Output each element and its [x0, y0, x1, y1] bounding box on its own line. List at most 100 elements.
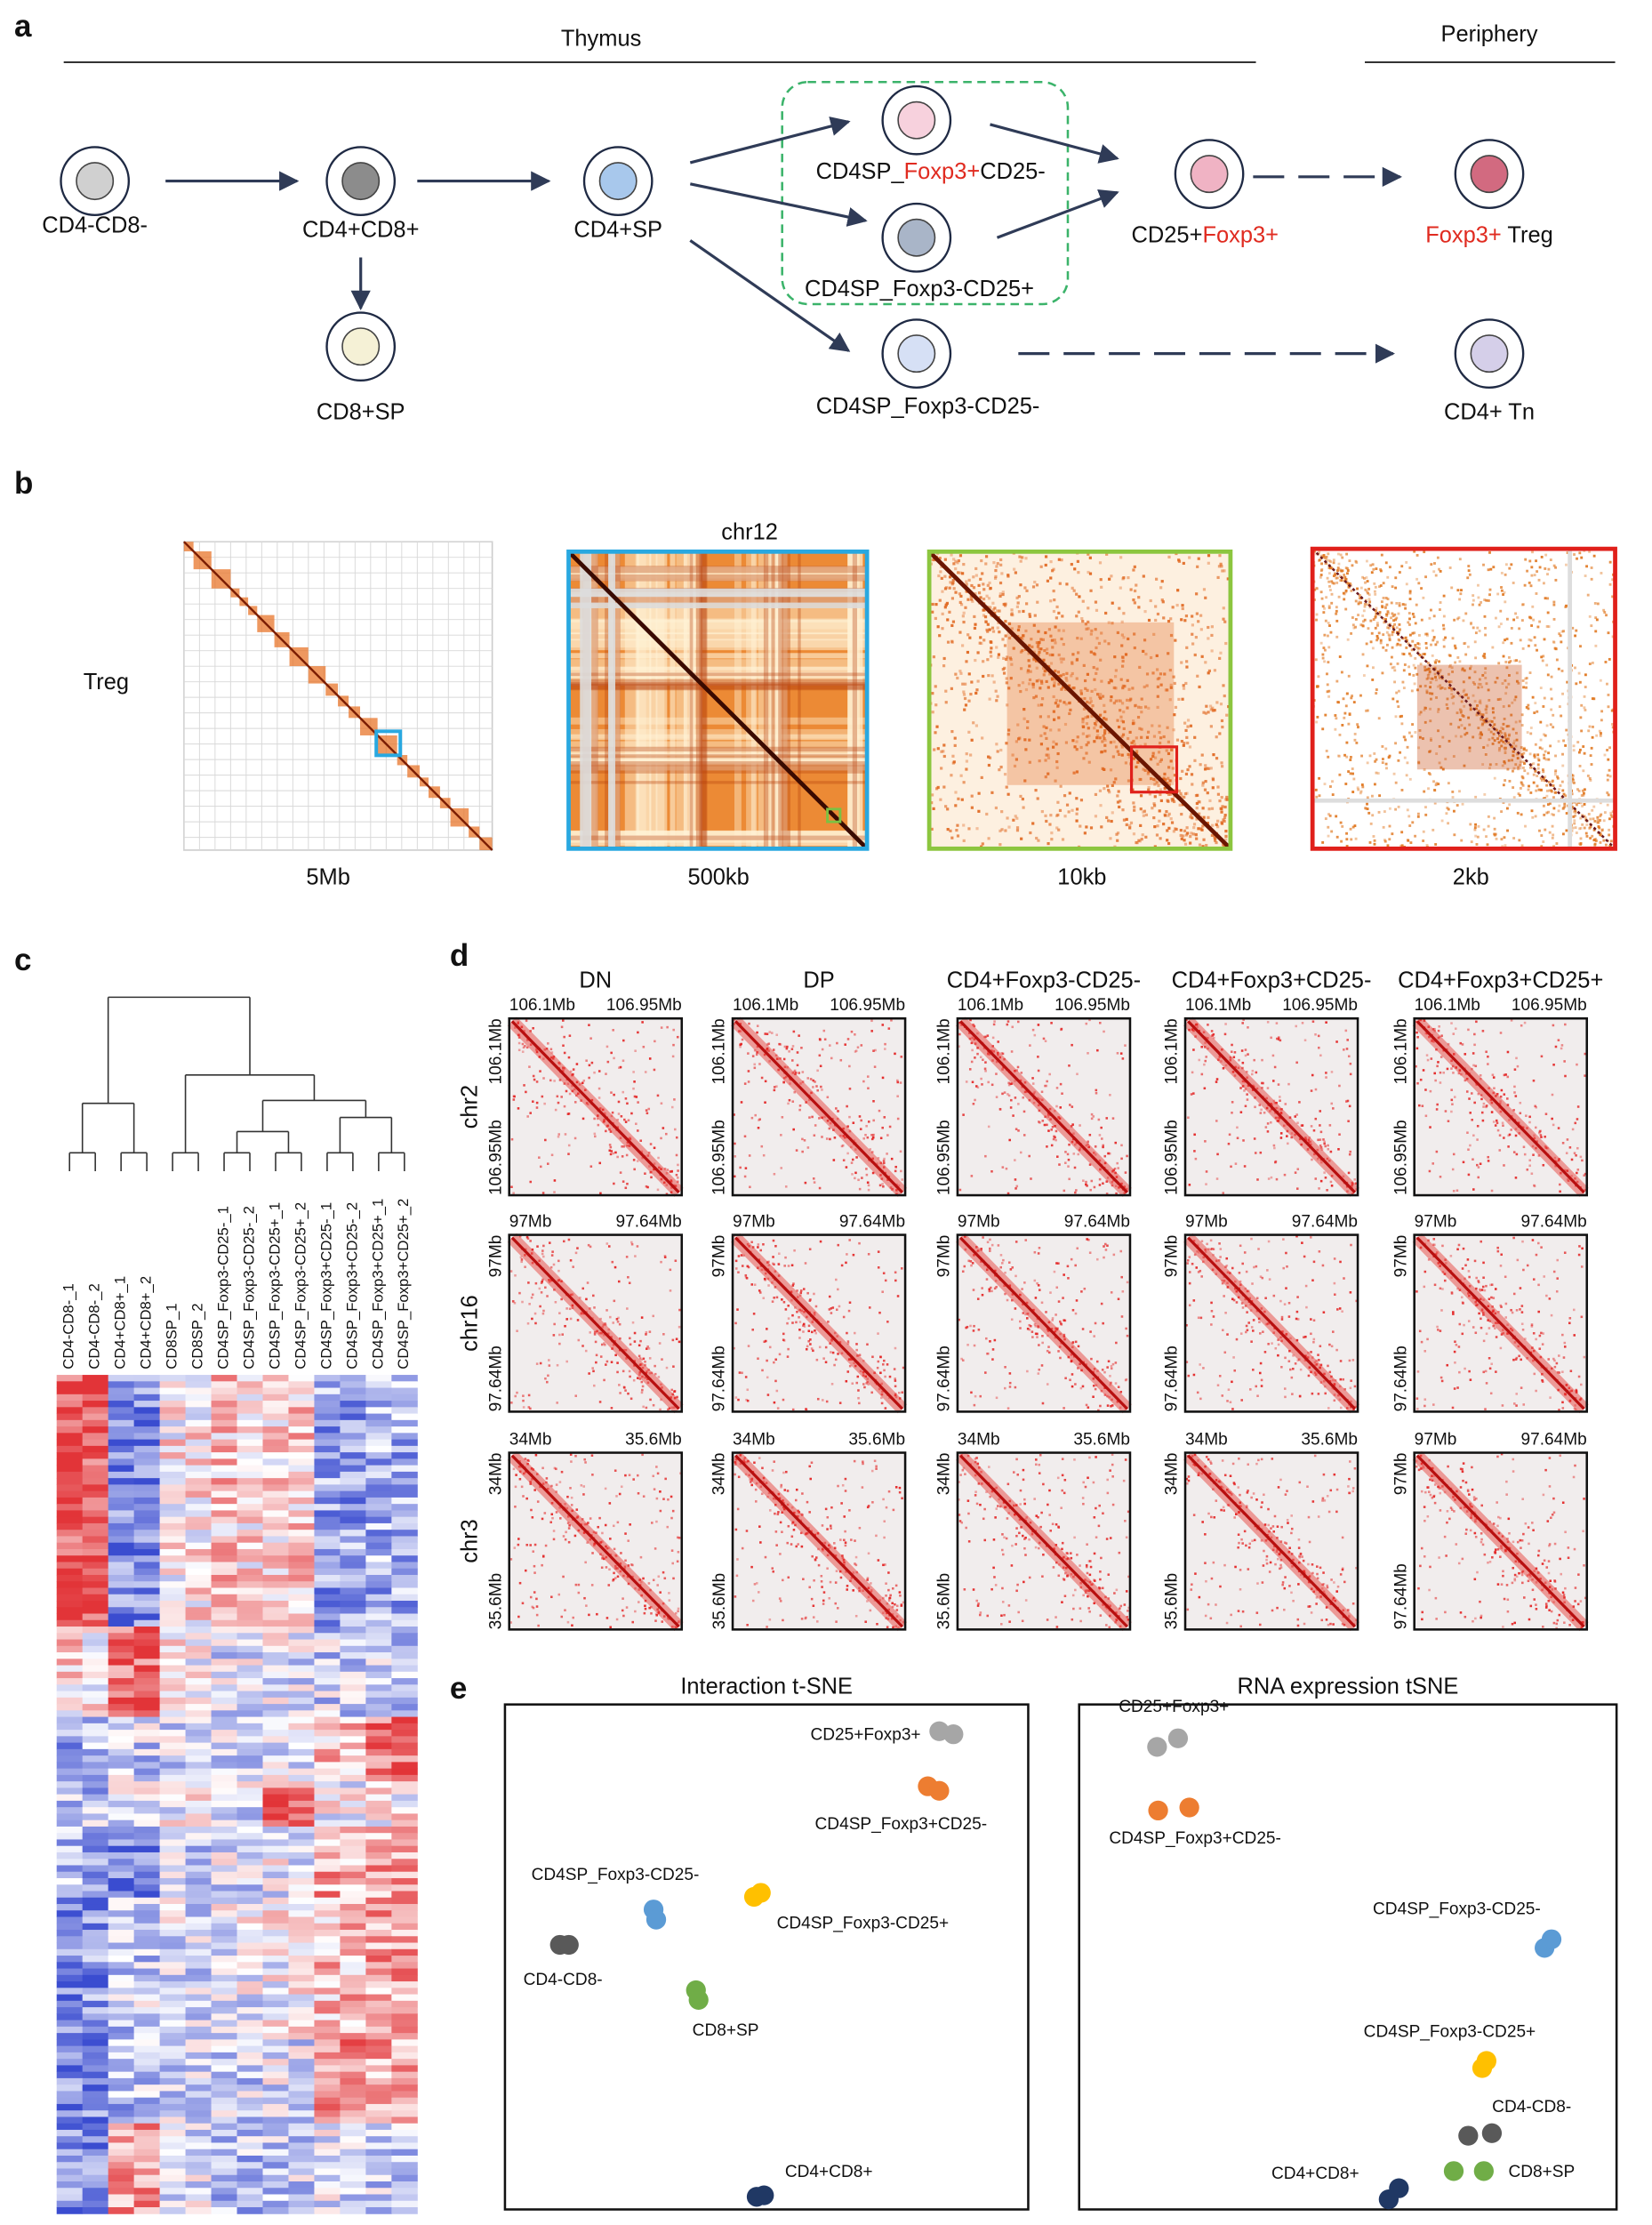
heatmap-cell	[314, 2162, 341, 2169]
contact-dot	[1102, 717, 1106, 720]
heatmap-cell	[185, 1988, 213, 1996]
heatmap-cell	[237, 1923, 263, 1931]
heatmap-cell	[314, 2188, 341, 2195]
heatmap-cell	[262, 1942, 289, 1950]
contact-dot	[1600, 732, 1602, 735]
heatmap-cell	[211, 1433, 237, 1441]
contact-dot	[1404, 606, 1407, 610]
heatmap-cell	[56, 1419, 84, 1427]
heatmap-cell	[391, 2026, 418, 2034]
contact-dot	[1128, 826, 1132, 830]
contact-dot	[939, 798, 942, 801]
contact-dot	[1506, 737, 1510, 741]
contact-dot	[1505, 666, 1509, 670]
contact-dot	[998, 768, 1001, 772]
heatmap-cell	[108, 2181, 135, 2189]
heatmap-cell	[365, 1375, 392, 1382]
contact-dot	[1091, 704, 1095, 708]
heatmap-cell	[133, 1497, 161, 1505]
contact-dot	[1560, 630, 1564, 633]
label-part: CD25+	[1132, 222, 1203, 247]
heatmap-cell	[340, 1974, 366, 1982]
contact-dot	[1313, 588, 1317, 591]
contact-dot	[1473, 640, 1477, 644]
contact-dot	[1057, 682, 1061, 686]
contact-dot	[1142, 574, 1145, 578]
heatmap-cell	[237, 1910, 263, 1917]
contact-dot	[1521, 776, 1525, 780]
heatmap-cell	[56, 2033, 84, 2040]
contact-dot	[1583, 751, 1586, 755]
contact-dot	[1525, 705, 1528, 709]
heatmap-cell	[108, 1736, 135, 1744]
heatmap-cell	[211, 2136, 237, 2143]
contact-dot	[1536, 710, 1539, 713]
heatmap-cell	[340, 1684, 366, 1692]
heatmap-cell	[314, 1748, 341, 1756]
contact-dot	[1359, 790, 1363, 793]
contact-dot	[1388, 754, 1391, 758]
heatmap-cell	[237, 2065, 263, 2073]
heatmap-cell	[262, 1639, 289, 1647]
contact-dot	[1075, 770, 1079, 774]
heatmap-cell	[237, 2136, 263, 2143]
heatmap-cell	[185, 1916, 213, 1924]
heatmap-cell	[340, 2045, 366, 2053]
contact-dot	[1423, 720, 1427, 724]
heatmap-cell	[288, 1956, 315, 1963]
heatmap-cell	[340, 2091, 366, 2099]
contact-dot	[1039, 679, 1044, 683]
heatmap-cell	[288, 1452, 315, 1459]
heatmap-cell	[108, 1684, 135, 1692]
contact-dot	[1181, 604, 1184, 607]
contact-dot	[996, 562, 999, 566]
contact-dot	[1222, 684, 1225, 687]
contact-dot	[961, 682, 965, 686]
heatmap-cell	[133, 1716, 161, 1724]
label-part: CD4SP_Foxp3-CD25+	[805, 277, 1034, 301]
contact-dot	[968, 636, 972, 639]
heatmap-cell	[159, 1923, 187, 1931]
contact-dot	[1397, 612, 1400, 615]
heatmap-cell	[262, 1891, 289, 1899]
contact-dot	[1508, 566, 1512, 570]
heatmap-cell	[108, 1607, 135, 1614]
heatmap-cell	[82, 1962, 109, 1970]
contact-dot	[1464, 653, 1468, 656]
contact-dot	[931, 692, 934, 695]
heatmap-cell	[262, 1555, 289, 1562]
heatmap-cell	[185, 1419, 213, 1427]
contact-dot	[1463, 642, 1466, 646]
heatmap-cell	[159, 1504, 187, 1511]
contact-dot	[1468, 676, 1472, 679]
contact-dot	[1028, 664, 1031, 668]
contact-dot	[1530, 624, 1534, 627]
contact-dot	[974, 724, 979, 727]
contact-dot	[1539, 687, 1543, 690]
heatmap-cell	[159, 2142, 187, 2150]
contact-dot	[1206, 791, 1209, 795]
heatmap-cell	[185, 1394, 213, 1402]
contact-dot	[1371, 647, 1375, 650]
contact-dot	[1024, 687, 1029, 692]
contact-dot	[1146, 772, 1150, 775]
contact-dot	[1005, 785, 1008, 789]
contact-dot	[1488, 719, 1492, 723]
contact-dot	[1472, 594, 1475, 598]
contact-dot	[1485, 704, 1488, 708]
heatmap-cell	[391, 1652, 418, 1659]
contact-dot	[1103, 639, 1107, 643]
heatmap-cell	[288, 2110, 315, 2117]
contact-dot	[1551, 824, 1554, 828]
heatmap-cell	[133, 2091, 161, 2099]
heatmap-cell	[391, 1407, 418, 1415]
heatmap-cell	[108, 1884, 135, 1892]
contact-dot	[1391, 585, 1394, 589]
heatmap-cell	[314, 2084, 341, 2092]
contact-dot	[1608, 817, 1611, 821]
heatmap-cell	[133, 2207, 161, 2214]
heatmap-cell	[82, 1568, 109, 1576]
heatmap-cell	[108, 1594, 135, 1602]
heatmap-cell	[340, 1956, 366, 1963]
heatmap-cell	[288, 1484, 315, 1492]
